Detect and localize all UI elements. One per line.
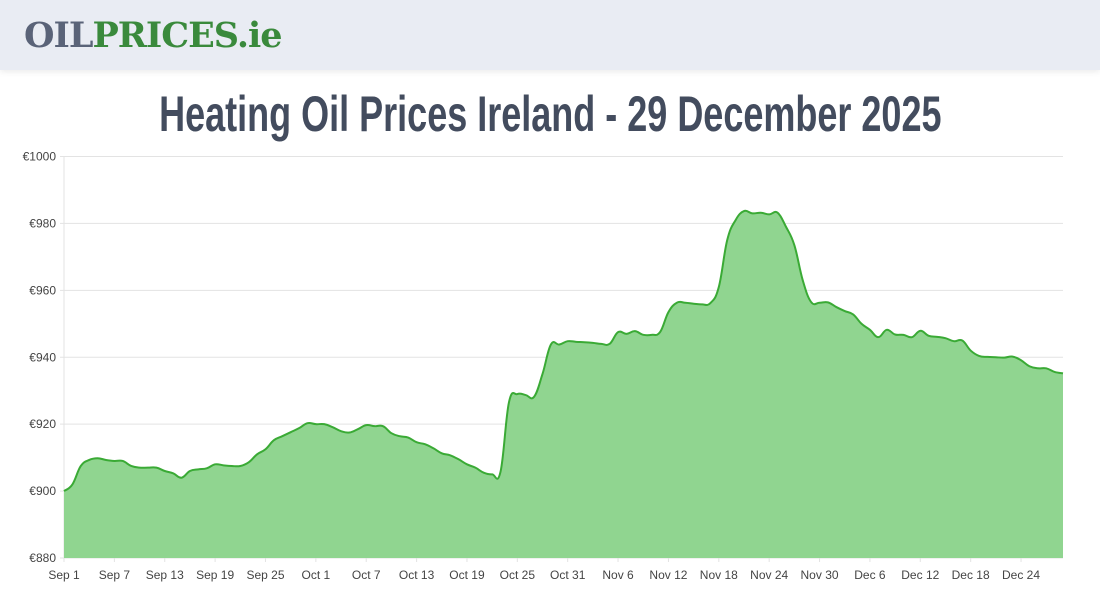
logo-text-prices: PRICES.ie — [92, 15, 282, 56]
x-tick-label: Dec 18 — [952, 568, 990, 582]
x-tick-label: Dec 6 — [854, 568, 886, 582]
x-tick-label: Dec 12 — [901, 568, 939, 582]
x-tick-label: Oct 25 — [500, 568, 536, 582]
x-tick-label: Sep 7 — [99, 568, 131, 582]
y-tick-label: €980 — [29, 216, 56, 230]
x-tick-label: Oct 7 — [352, 568, 381, 582]
page-title: Heating Oil Prices Ireland - 29 December… — [158, 86, 942, 142]
site-header: OILPRICES.ie — [0, 0, 1100, 70]
x-axis: Sep 1 Sep 7 Sep 13 Sep 19 Sep 25 Oct 1 Oct 7 Oc… — [48, 568, 1040, 582]
y-tick-label: €1000 — [23, 150, 57, 164]
y-tick-label: €920 — [29, 417, 56, 431]
x-tick-label: Sep 1 — [48, 568, 80, 582]
x-tick-label: Nov 6 — [602, 568, 634, 582]
x-tick-label: Oct 1 — [302, 568, 331, 582]
price-line — [63, 209, 1064, 492]
x-tick-label: Nov 12 — [649, 568, 687, 582]
y-tick-label: €940 — [29, 350, 56, 364]
price-area-fill — [64, 210, 1063, 559]
x-tick-label: Nov 18 — [700, 568, 738, 582]
logo-text-oil: OIL — [24, 15, 93, 56]
x-tick-label: Oct 13 — [399, 568, 435, 582]
site-logo[interactable]: OILPRICES.ie — [24, 14, 283, 58]
y-tick-label: €900 — [29, 484, 56, 498]
x-tick-label: Nov 24 — [750, 568, 788, 582]
y-axis: €880 €900 €920 €940 €960 €980 €1000 — [23, 150, 57, 566]
y-tick-label: €880 — [29, 551, 56, 565]
x-tick-label: Sep 19 — [196, 568, 234, 582]
y-tick-label: €960 — [29, 283, 56, 297]
x-tick-label: Dec 24 — [1002, 568, 1040, 582]
x-tick-label: Oct 19 — [449, 568, 485, 582]
x-tick-label: Sep 13 — [146, 568, 184, 582]
x-tick-label: Nov 30 — [801, 568, 839, 582]
x-tick-label: Sep 25 — [246, 568, 284, 582]
x-tick-label: Oct 31 — [550, 568, 586, 582]
